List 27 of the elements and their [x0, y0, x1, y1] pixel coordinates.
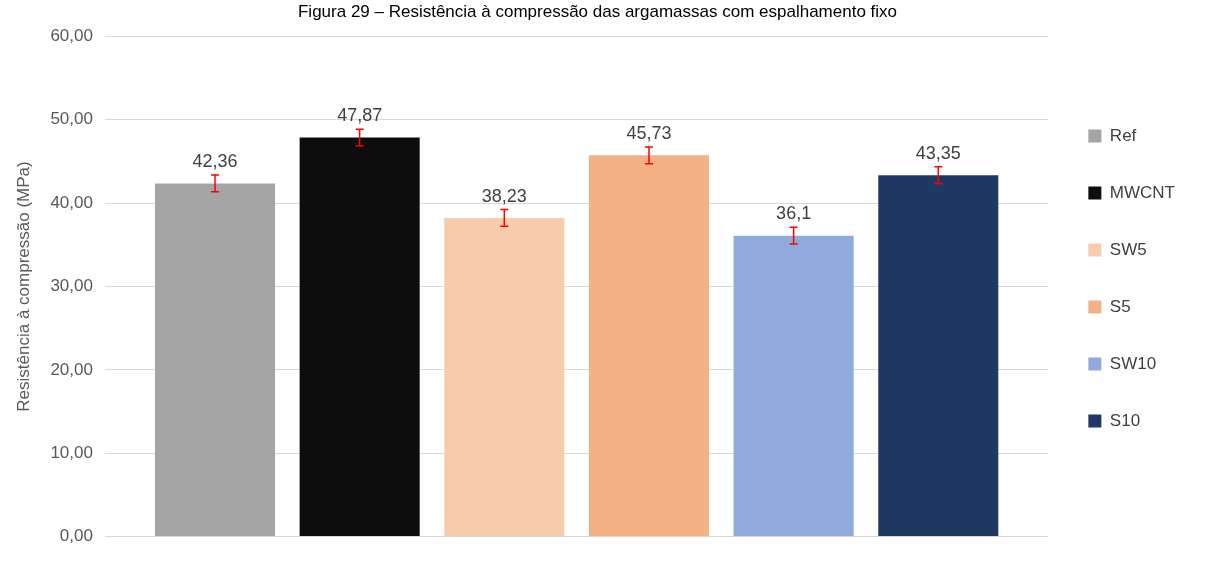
y-tick-label: 30,00 — [50, 276, 93, 296]
legend-label: S5 — [1109, 296, 1131, 316]
bar — [878, 175, 999, 537]
bar — [733, 235, 854, 537]
data-label: 42,36 — [192, 151, 238, 172]
data-label: 36,1 — [776, 203, 812, 224]
legend-label: S10 — [1109, 410, 1141, 430]
bar — [299, 137, 420, 537]
data-label: 47,87 — [337, 105, 383, 126]
data-label: 43,35 — [915, 142, 961, 163]
y-tick-label: 50,00 — [50, 109, 93, 129]
data-label: 45,73 — [626, 123, 672, 143]
data-label: 38,23 — [481, 185, 527, 206]
bar — [444, 217, 565, 537]
y-tick-label: 0,00 — [59, 526, 93, 546]
y-tick-label: 40,00 — [50, 192, 93, 212]
y-tick-label: 60,00 — [50, 26, 93, 46]
legend-label: SW10 — [1109, 353, 1157, 373]
bar — [588, 155, 710, 537]
chart-title: Figura 29 – Resistência à compressão das argamassas com espalhamento fixo — [297, 1, 898, 21]
legend-label: MWCNT — [1109, 182, 1176, 202]
y-tick-label: 20,00 — [50, 359, 93, 379]
y-axis-title: Resistência à compressão (MPa) — [13, 161, 33, 412]
bar — [154, 183, 276, 537]
legend-label: Ref — [1109, 125, 1137, 145]
y-tick-label: 10,00 — [50, 442, 93, 462]
legend-label: SW5 — [1109, 239, 1147, 259]
